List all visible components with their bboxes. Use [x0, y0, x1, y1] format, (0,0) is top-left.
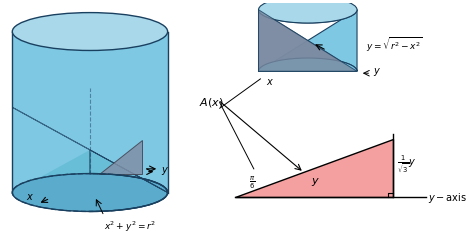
Text: $\frac{1}{\sqrt{3}}y$: $\frac{1}{\sqrt{3}}y$	[397, 154, 416, 175]
Ellipse shape	[258, 0, 357, 23]
Polygon shape	[258, 58, 357, 71]
Polygon shape	[90, 150, 167, 192]
Text: $x$: $x$	[26, 192, 34, 202]
Polygon shape	[235, 139, 393, 197]
Text: $y$: $y$	[373, 66, 381, 78]
Text: $A(x)$: $A(x)$	[199, 96, 223, 109]
Polygon shape	[258, 10, 357, 23]
Text: $y = \sqrt{r^2 - x^2}$: $y = \sqrt{r^2 - x^2}$	[366, 36, 423, 55]
Polygon shape	[258, 10, 357, 71]
Polygon shape	[99, 141, 142, 173]
Text: $x$: $x$	[266, 77, 274, 87]
Ellipse shape	[12, 173, 167, 211]
Text: $y$: $y$	[310, 176, 319, 188]
Text: $x^2 + y^2 = r^2$: $x^2 + y^2 = r^2$	[104, 220, 156, 234]
Polygon shape	[12, 107, 167, 192]
Text: $y$: $y$	[161, 165, 169, 177]
Polygon shape	[12, 32, 167, 192]
Text: $y-\mathrm{axis}$: $y-\mathrm{axis}$	[428, 191, 467, 205]
Polygon shape	[258, 10, 357, 71]
Text: $\frac{\pi}{6}$: $\frac{\pi}{6}$	[249, 174, 256, 191]
Polygon shape	[258, 10, 357, 71]
Polygon shape	[12, 107, 167, 192]
Ellipse shape	[12, 13, 167, 50]
